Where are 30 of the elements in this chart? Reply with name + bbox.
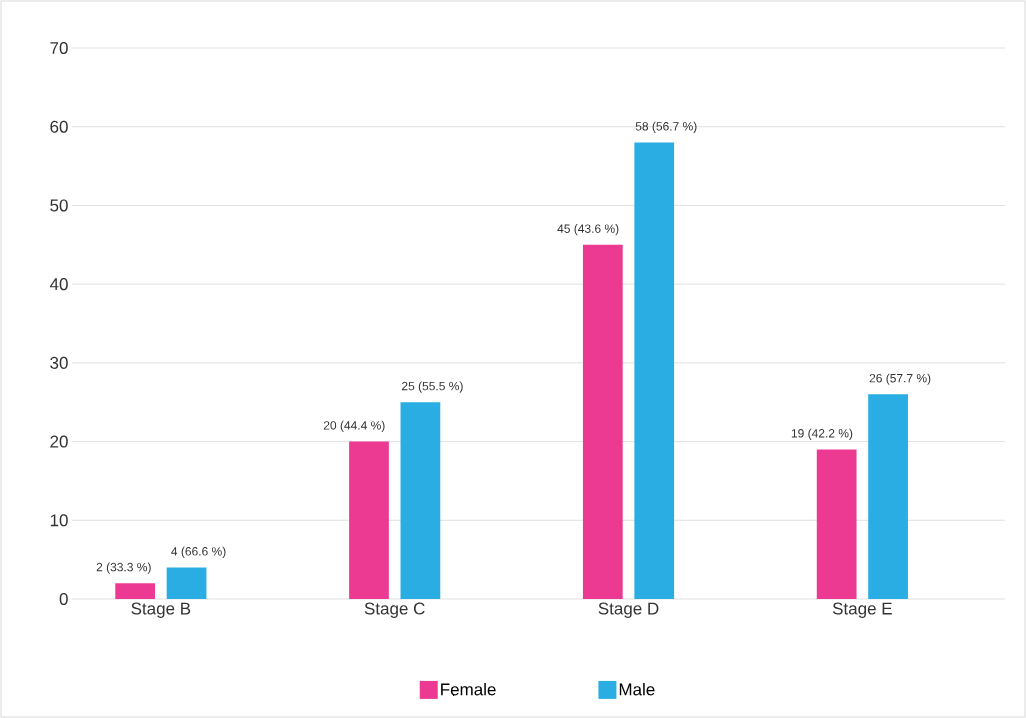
data-label: 58 (56.7 %): [635, 121, 697, 133]
data-label: 20 (44.4 %): [323, 420, 385, 433]
legend-label: Male: [619, 683, 655, 696]
data-label: 45 (43.6 %): [557, 224, 619, 236]
y-tick-label: 20: [50, 435, 68, 448]
legend-label: Female: [441, 683, 496, 696]
x-tick-label: Stage B: [131, 602, 191, 618]
data-label: 4 (66.6 %): [171, 546, 226, 558]
bar: [115, 583, 156, 599]
y-tick-label: 10: [50, 514, 68, 527]
y-tick-label: 30: [50, 356, 68, 369]
y-tick-label: 60: [50, 120, 68, 133]
x-tick-label: Stage E: [832, 602, 892, 618]
bar: [582, 244, 623, 599]
y-tick-label: 70: [50, 41, 68, 55]
bar: [349, 441, 389, 599]
y-tick-label: 40: [49, 278, 68, 291]
bar: [816, 449, 857, 599]
bar: [400, 402, 441, 599]
bar: [868, 394, 908, 599]
data-label: 26 (57.7 %): [869, 373, 931, 385]
data-label: 19 (42.2 %): [791, 428, 853, 440]
y-tick-label: 0: [59, 592, 68, 606]
bar: [634, 142, 675, 599]
x-tick-label: Stage D: [598, 602, 659, 618]
data-label: 25 (55.5 %): [402, 381, 463, 393]
bar: [166, 567, 207, 599]
data-label: 2 (33.3 %): [96, 562, 151, 574]
y-tick-label: 50: [50, 199, 68, 212]
x-tick-label: Stage C: [364, 602, 425, 618]
